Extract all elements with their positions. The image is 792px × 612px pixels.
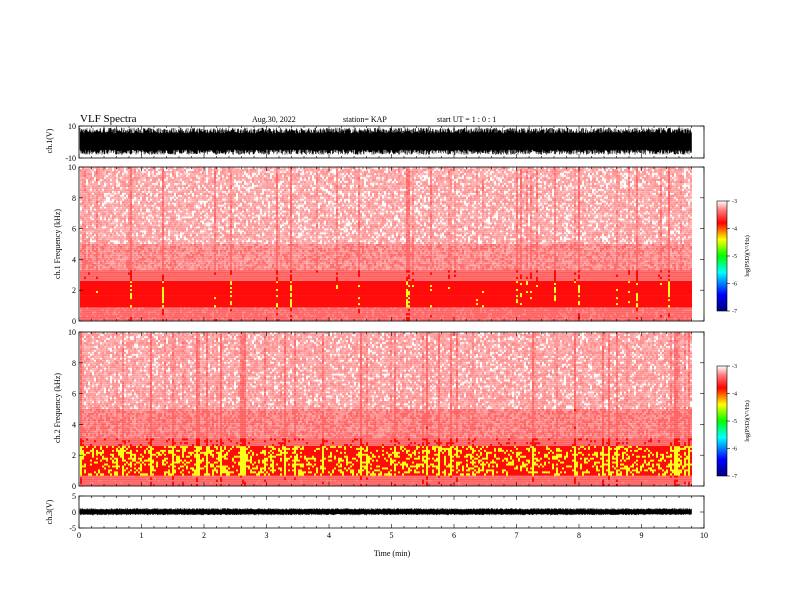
ch3-waveform-ytick-label: -5 xyxy=(69,524,76,533)
ch2-colorbar-tick-label: -3 xyxy=(732,364,737,370)
x-tick-label: 3 xyxy=(265,531,269,540)
ch2-spectrogram-ytick-label: 10 xyxy=(68,328,76,337)
x-tick-label: 4 xyxy=(327,531,331,540)
ch1-waveform-trace xyxy=(80,128,692,155)
ch3-waveform-ytick-label: 0 xyxy=(72,508,76,517)
station-label: station= KAP xyxy=(343,115,387,124)
ch3-waveform-ytick-label: 5 xyxy=(72,492,76,501)
figure-title: VLF Spectra xyxy=(80,113,137,125)
x-tick-label: 6 xyxy=(452,531,456,540)
ch1-colorbar-tick-label: -7 xyxy=(732,309,737,315)
x-tick-label: 7 xyxy=(515,531,519,540)
ch3-waveform-ylabel: ch.3(V) xyxy=(45,499,54,524)
ch1-spectrogram-ytick-label: 8 xyxy=(72,194,76,203)
ch1-colorbar-tick-label: -6 xyxy=(732,282,737,288)
x-tick-label: 1 xyxy=(140,531,144,540)
x-tick-label: 10 xyxy=(700,531,708,540)
ch1-colorbar: log(PSD)(V²/Hz) -3 -4 -5 -6 -7 xyxy=(717,199,751,315)
ch2-spectrogram-ytick-label: 4 xyxy=(72,420,76,429)
ch1-colorbar-tick-label: -4 xyxy=(732,227,737,233)
ch2-spectrogram-ytick-label: 2 xyxy=(72,451,76,460)
ch1-spectrogram-ytick-label: 0 xyxy=(72,317,76,326)
x-tick-label: 2 xyxy=(202,531,206,540)
ch1-waveform-ytick-label: 10 xyxy=(68,122,76,131)
x-tick-label: 5 xyxy=(390,531,394,540)
ch1-spectrogram-ytick-label: 2 xyxy=(72,286,76,295)
ch1-waveform-ytick-label: -10 xyxy=(65,154,76,163)
ch1-colorbar-gradient xyxy=(717,201,727,311)
ch1-spectrogram-ytick-label: 4 xyxy=(72,255,76,264)
ch2-spectrogram-ytick-label: 8 xyxy=(72,359,76,368)
start-time-label: start UT = 1 : 0 : 1 xyxy=(437,115,496,124)
ch2-colorbar-tick-label: -5 xyxy=(732,419,737,425)
ch1-waveform-panel: 10 -10 xyxy=(65,122,704,163)
ch2-colorbar-gradient xyxy=(717,366,727,476)
x-tick-label: 9 xyxy=(640,531,644,540)
ch1-spectrogram-ytick-label: 6 xyxy=(72,225,76,234)
ch2-spectrogram-ylabel: ch.2 Frequency (kHz) xyxy=(53,373,62,443)
x-tick-label: 8 xyxy=(577,531,581,540)
ch1-waveform-ylabel: ch.1(V) xyxy=(45,128,54,153)
ch1-colorbar-tick-label: -5 xyxy=(732,254,737,260)
date-label: Aug.30, 2022 xyxy=(252,115,296,124)
ch2-colorbar-tick-label: -7 xyxy=(732,474,737,480)
ch2-spectrogram-ytick-label: 0 xyxy=(72,482,76,491)
ch3-waveform-trace xyxy=(80,508,692,515)
ch1-spectrogram-ylabel: ch.1 Frequency (kHz) xyxy=(53,209,62,279)
ch2-colorbar: log(PSD)(V²/Hz) -3 -4 -5 -6 -7 xyxy=(717,364,751,480)
ch1-colorbar-tick-label: -3 xyxy=(732,199,737,205)
ch1-colorbar-label: log(PSD)(V²/Hz) xyxy=(744,235,751,276)
ch2-colorbar-label: log(PSD)(V²/Hz) xyxy=(744,400,751,441)
ch2-spectrogram-panel: 0 2 4 6 8 10 xyxy=(68,328,704,491)
ch2-colorbar-tick-label: -6 xyxy=(732,447,737,453)
x-tick-label: 0 xyxy=(77,531,81,540)
ch1-spectrogram-panel: 0 2 4 6 8 10 xyxy=(68,163,704,326)
x-axis-label: Time (min) xyxy=(374,549,411,558)
ch1-spectrogram-ytick-label: 10 xyxy=(68,163,76,172)
ch2-spectrogram-ytick-label: 6 xyxy=(72,390,76,399)
ch2-colorbar-tick-label: -4 xyxy=(732,392,737,398)
